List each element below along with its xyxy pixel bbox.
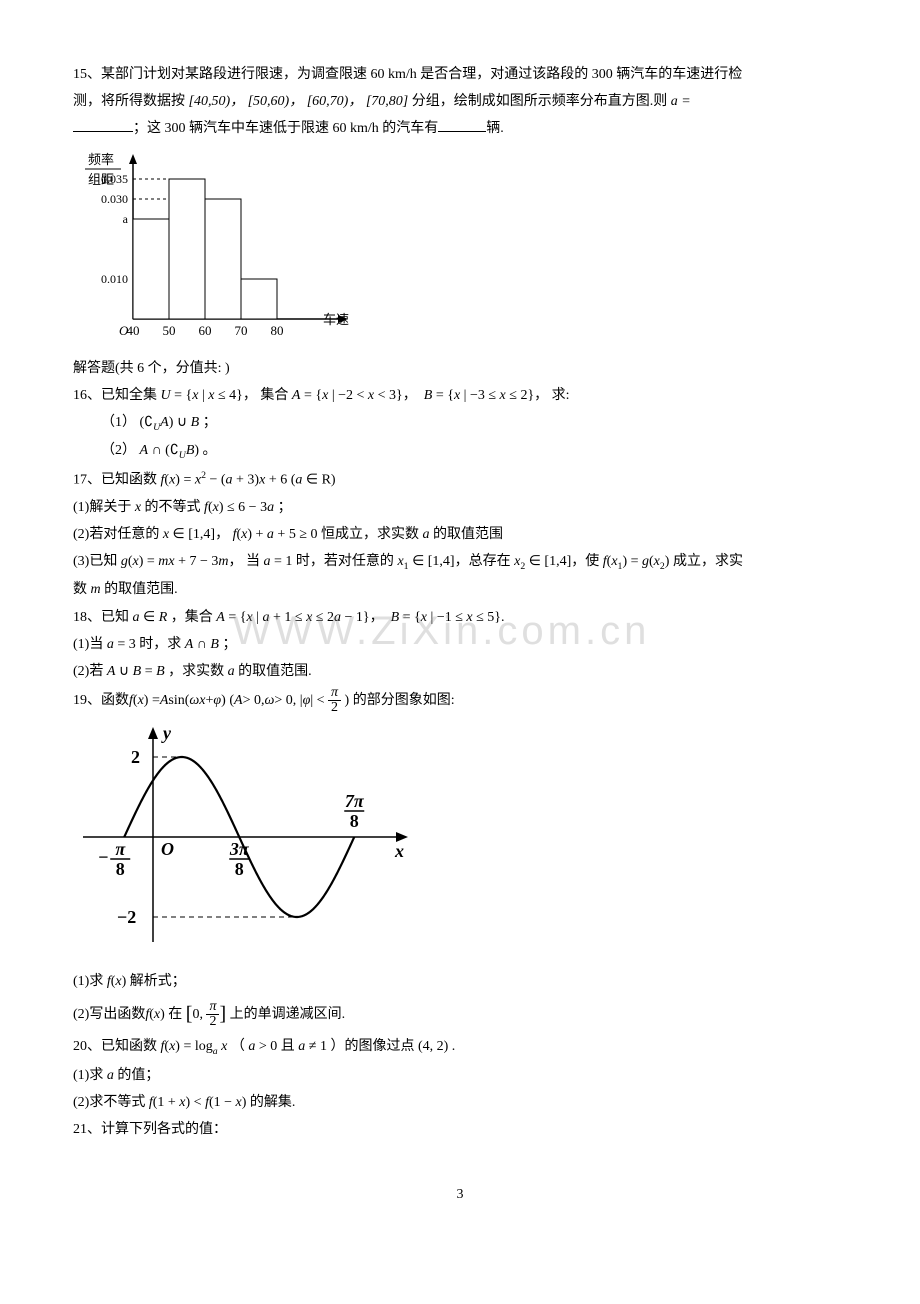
svg-text:频率: 频率 <box>88 152 114 167</box>
svg-text:3π: 3π <box>229 839 250 859</box>
svg-text:O: O <box>161 839 174 859</box>
svg-text:8: 8 <box>116 859 125 879</box>
q18-p2: (2)若 A ∪ B = B ，求实数 a 的取值范围. <box>73 659 847 684</box>
q17-line1: 17、已知函数 f(x) = x2 − (a + 3)x + 6 (a ∈ R) <box>73 467 847 493</box>
q15-t1: 某部门计划对某路段进行限速，为调查限速 60 km/h 是否合理，对通过该路段的… <box>101 67 742 82</box>
q16-p2: （2） A ∩ (∁UB) 。 <box>73 438 847 464</box>
q21-line1: 21、计算下列各式的值： <box>73 1117 847 1142</box>
q16-line1: 16、已知全集 U = {x | x ≤ 4}， 集合 A = {x | −2 … <box>73 383 847 408</box>
q19-line1: 19、函数 f(x) = A sin(ωx + φ) (A > 0, ω > 0… <box>73 686 847 715</box>
svg-text:−: − <box>98 847 108 867</box>
svg-text:0.010: 0.010 <box>101 272 128 286</box>
svg-text:x: x <box>394 841 404 861</box>
svg-text:y: y <box>161 723 172 743</box>
q19-p1: (1)求 f(x) 解析式； <box>73 969 847 994</box>
svg-text:a: a <box>123 212 129 226</box>
blank-a <box>73 117 133 132</box>
histogram-chart: 频率组距0.0350.030a0.0104050607080O车速 <box>73 144 373 354</box>
svg-text:π: π <box>115 839 126 859</box>
svg-text:60: 60 <box>199 323 212 338</box>
svg-text:8: 8 <box>235 859 244 879</box>
q16-p1: （1） (∁UA) ∪ B ； <box>73 410 847 436</box>
page-number: 3 <box>73 1182 847 1207</box>
q18-p1: (1)当 a = 3 时，求 A ∩ B ； <box>73 632 847 657</box>
q20-line1: 20、已知函数 f(x) = loga x （ a > 0 且 a ≠ 1 ）的… <box>73 1034 847 1060</box>
svg-text:7π: 7π <box>345 791 365 811</box>
svg-text:70: 70 <box>235 323 248 338</box>
q17-p2: (2)若对任意的 x ∈ [1,4]， f(x) + a + 5 ≥ 0 恒成立… <box>73 522 847 547</box>
q16-t1: 已知全集 U = {x | x ≤ 4}， 集合 A = {x | −2 < x… <box>101 388 570 403</box>
svg-text:2: 2 <box>131 747 140 767</box>
q17-p1: (1)解关于 x 的不等式 f(x) ≤ 6 − 3a ； <box>73 495 847 520</box>
q17-p3b: 数 m 的取值范围. <box>73 577 847 602</box>
svg-text:车速: 车速 <box>323 312 349 327</box>
svg-text:−2: −2 <box>117 907 136 927</box>
q18-line1: 18、已知 a ∈ R ，集合 A = {x | a + 1 ≤ x ≤ 2a … <box>73 605 847 630</box>
section-header: 解答题(共 6 个，分值共: ) <box>73 356 847 381</box>
q15-line2: 测，将所得数据按 [40,50)， [50,60)， [60,70)， [70,… <box>73 89 847 114</box>
blank-count <box>438 117 486 132</box>
sine-graph: yx2−2−π8O3π87π8 <box>73 717 423 967</box>
q19-p2: (2)写出函数 f(x) 在 [0, π 2 ] 上的单调递减区间. <box>73 996 847 1032</box>
svg-text:O: O <box>119 323 129 338</box>
q20-p1: (1)求 a 的值； <box>73 1063 847 1088</box>
q17-p3a: (3)已知 g(x) = mx + 7 − 3m， 当 a = 1 时，若对任意… <box>73 549 847 575</box>
svg-text:8: 8 <box>350 811 359 831</box>
svg-text:80: 80 <box>271 323 284 338</box>
q15-line3: ；这 300 辆汽车中车速低于限速 60 km/h 的汽车有辆. <box>73 116 847 141</box>
q20-p2: (2)求不等式 f(1 + x) < f(1 − x) 的解集. <box>73 1090 847 1115</box>
svg-text:40: 40 <box>127 323 140 338</box>
svg-text:50: 50 <box>163 323 176 338</box>
svg-text:0.035: 0.035 <box>101 172 128 186</box>
svg-text:0.030: 0.030 <box>101 192 128 206</box>
q15-prefix: 15、 <box>73 67 101 82</box>
q15-line1: 15、某部门计划对某路段进行限速，为调查限速 60 km/h 是否合理，对通过该… <box>73 62 847 87</box>
